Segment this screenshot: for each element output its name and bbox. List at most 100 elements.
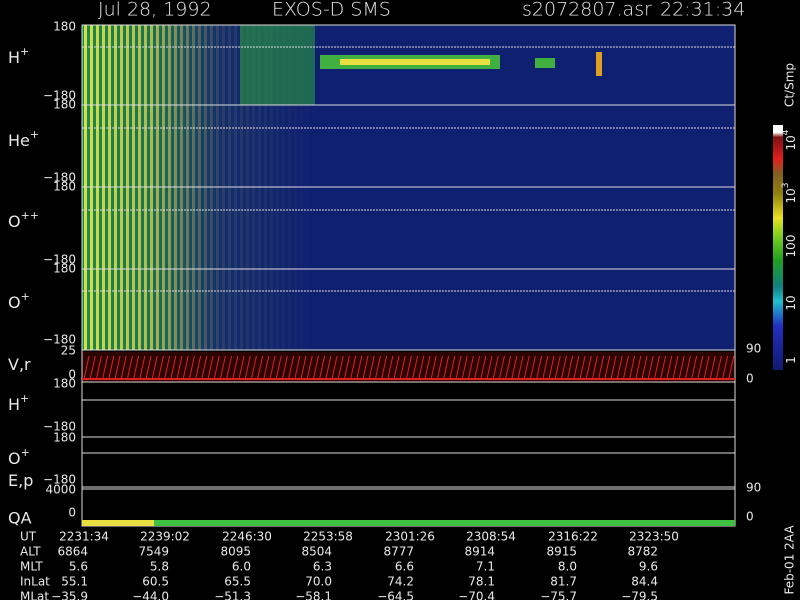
panel-label: H+ — [8, 45, 29, 67]
instrument: EXOS-D SMS — [272, 0, 391, 21]
spectrogram-patch — [535, 58, 555, 68]
cell: 8777 — [383, 545, 414, 559]
colorbar-tick-base: 10 — [784, 188, 798, 203]
panel-label-sup: + — [21, 290, 30, 303]
panel-label: O+ — [8, 290, 30, 312]
cell: 65.5 — [224, 575, 251, 589]
spectrograms — [82, 25, 735, 526]
qa-bar — [82, 520, 154, 526]
y-tick-label: −180 — [43, 420, 76, 434]
cell: 6.6 — [395, 560, 414, 574]
spectrogram-patch — [240, 25, 315, 105]
y-tick-label: 180 — [53, 431, 76, 445]
cell: −35.9 — [51, 590, 88, 600]
cell: 8504 — [301, 545, 332, 559]
y2-tick-label: 0 — [746, 510, 754, 524]
panel-label: O+ — [8, 446, 30, 468]
panel-label-sup: + — [21, 446, 30, 459]
cell: 2231:34 — [59, 530, 109, 544]
header: Jul 28, 1992 EXOS-D SMS s2072807.asr 22:… — [98, 0, 745, 21]
y-tick-label: −180 — [43, 473, 76, 487]
cell: 74.2 — [387, 575, 414, 589]
panel-label-sup: ++ — [21, 209, 39, 222]
y-tick-label: 4000 — [45, 483, 76, 497]
y-tick-label: 180 — [53, 262, 76, 276]
colorbar-tick-base: 10 — [784, 135, 798, 150]
time: 22:31:34 — [660, 0, 745, 21]
y-tick-label: −180 — [43, 333, 76, 347]
panel-label: He+ — [8, 128, 39, 150]
panel-label-base: E,p — [8, 471, 33, 490]
panel-label: O++ — [8, 209, 39, 231]
cell: 2308:54 — [466, 530, 516, 544]
panel-label-base: O — [8, 212, 21, 231]
panel-label-sup: + — [30, 128, 39, 141]
colorbar-tick: 104 — [781, 129, 798, 150]
y-tick-label: −180 — [43, 89, 76, 103]
cell: −64.5 — [377, 590, 414, 600]
y2-tick-label: 90 — [746, 481, 761, 495]
cell: −79.5 — [621, 590, 658, 600]
stamp: Feb-01 2AA — [783, 525, 797, 595]
colorbar-tick-base: 100 — [784, 235, 798, 258]
cell: 7.1 — [476, 560, 495, 574]
cell: −51.3 — [214, 590, 251, 600]
panel-label: V,r — [8, 355, 31, 374]
cell: 8095 — [220, 545, 251, 559]
y-tick-label: −180 — [43, 253, 76, 267]
row-label: MLT — [20, 560, 43, 574]
colorbar-tick: 1 — [784, 356, 798, 364]
panel-label-base: V,r — [8, 355, 31, 374]
panel-label: E,p — [8, 471, 33, 490]
row-label: InLat — [20, 575, 50, 589]
cell: 81.7 — [550, 575, 577, 589]
colorbar-tick-base: 1 — [784, 356, 798, 364]
cell: 2316:22 — [548, 530, 598, 544]
vr-sawtooth — [83, 355, 735, 380]
file: s2072807.asr — [522, 0, 652, 21]
cell: 2239:02 — [140, 530, 190, 544]
panel-label-sup: + — [20, 45, 29, 58]
cell: 2253:58 — [303, 530, 353, 544]
y-tick-label: 25 — [61, 344, 76, 358]
qa-label: QA — [8, 509, 32, 528]
cell: 60.5 — [142, 575, 169, 589]
y-tick-label: 0 — [68, 368, 76, 382]
row-label: MLat — [20, 590, 49, 600]
colorbar-tick-base: 10 — [784, 295, 798, 310]
y-tick-label: −180 — [43, 171, 76, 185]
colorbar-tick: 103 — [781, 182, 798, 203]
cell: 6864 — [57, 545, 88, 559]
cell: −58.1 — [295, 590, 332, 600]
colorbar-unit: Ct/Smp — [783, 63, 797, 107]
colorbar-tick: 10 — [784, 295, 798, 310]
cell: 8914 — [464, 545, 495, 559]
spectrogram-patch — [340, 59, 490, 65]
cell: −70.4 — [458, 590, 495, 600]
cell: 8.0 — [558, 560, 577, 574]
y-tick-label: 180 — [53, 98, 76, 112]
panel-label-base: O — [8, 293, 21, 312]
panel-label-base: O — [8, 449, 21, 468]
cell: 5.8 — [150, 560, 169, 574]
cell: 7549 — [138, 545, 169, 559]
colorbar — [773, 125, 783, 370]
cell: 9.6 — [639, 560, 658, 574]
cell: 70.0 — [305, 575, 332, 589]
y-tick-label: 180 — [53, 20, 76, 34]
frames — [81, 24, 736, 527]
cell: 2246:30 — [222, 530, 272, 544]
cell: −75.7 — [540, 590, 577, 600]
cell: 2301:26 — [385, 530, 435, 544]
y-tick-label: 180 — [53, 180, 76, 194]
cell: 8782 — [627, 545, 658, 559]
y2-tick-label: 0 — [746, 372, 754, 386]
panel-label-sup: + — [20, 392, 29, 405]
panel-label-base: H — [8, 395, 20, 414]
y-tick-label: 0 — [68, 506, 76, 520]
cell: 78.1 — [468, 575, 495, 589]
row-label: UT — [20, 530, 37, 544]
panel-label: H+ — [8, 392, 29, 414]
